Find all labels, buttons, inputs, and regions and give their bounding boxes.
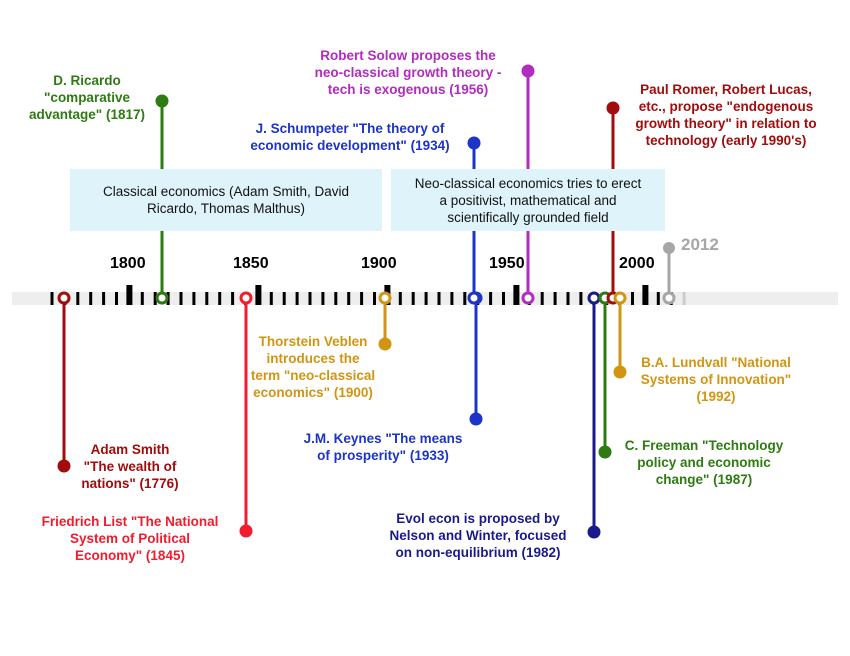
tick-mark bbox=[282, 292, 286, 305]
dot-adam-smith-icon bbox=[57, 459, 71, 473]
dot-list-icon bbox=[239, 524, 253, 538]
tick-mark bbox=[153, 292, 157, 305]
tick-mark bbox=[115, 292, 118, 305]
tick-mark bbox=[295, 292, 299, 305]
tick-mark bbox=[89, 292, 93, 305]
tick-mark bbox=[682, 292, 686, 305]
tick-mark bbox=[321, 292, 325, 305]
event-label-nelson-winter: Evol econ is proposed by Nelson and Wint… bbox=[389, 511, 567, 560]
tick-mark bbox=[450, 292, 454, 305]
tick-mark bbox=[437, 292, 441, 305]
ring-ricardo-icon[interactable] bbox=[155, 291, 169, 305]
event-label-solow: Robert Solow proposes the neo-classical … bbox=[314, 48, 502, 97]
event-label-veblen: Thorstein Veblen introduces the term "ne… bbox=[250, 334, 376, 400]
tick-mark bbox=[140, 292, 144, 305]
tick-mark bbox=[347, 292, 351, 305]
ring-solow-icon[interactable] bbox=[521, 291, 535, 305]
event-label-romer-lucas: Paul Romer, Robert Lucas, etc., propose … bbox=[635, 82, 817, 148]
dot-nelson-winter-icon bbox=[587, 525, 601, 539]
tick-mark bbox=[334, 292, 338, 305]
ring-list-icon[interactable] bbox=[239, 291, 253, 305]
event-label-list: Friedrich List "The National System of P… bbox=[41, 514, 219, 563]
tick-mark bbox=[553, 292, 557, 305]
dot-lundvall-icon bbox=[613, 365, 627, 379]
dot-romer-lucas-icon bbox=[606, 101, 620, 115]
event-label-ricardo: D. Ricardo "comparative advantage" (1817… bbox=[29, 73, 145, 122]
year-label-1850: 1850 bbox=[233, 255, 269, 272]
dot-schumpeter-icon bbox=[467, 136, 481, 150]
tick-mark bbox=[540, 292, 544, 305]
tick-mark bbox=[398, 292, 402, 305]
current-year-label: 2012 bbox=[681, 235, 719, 254]
tick-mark bbox=[255, 285, 262, 305]
ring-2012-icon[interactable] bbox=[662, 291, 676, 305]
tick-mark bbox=[579, 292, 583, 305]
tick-mark bbox=[308, 292, 312, 305]
ring-veblen-icon[interactable] bbox=[378, 291, 392, 305]
tick-mark bbox=[179, 292, 183, 305]
dot-veblen-icon bbox=[378, 337, 392, 351]
tick-mark bbox=[489, 292, 493, 305]
tick-mark bbox=[631, 292, 634, 305]
tick-mark bbox=[76, 292, 80, 305]
event-label-schumpeter: J. Schumpeter "The theory of economic de… bbox=[250, 121, 450, 153]
event-label-freeman: C. Freeman "Technology policy and econom… bbox=[624, 438, 784, 487]
ring-nelson-winter-icon[interactable] bbox=[587, 291, 601, 305]
ring-schumpeter-icon[interactable] bbox=[467, 291, 481, 305]
tick-mark bbox=[424, 292, 428, 305]
year-label-2000: 2000 bbox=[619, 255, 655, 272]
tick-mark bbox=[411, 292, 415, 305]
ring-lundvall-icon[interactable] bbox=[613, 291, 627, 305]
dot-keynes-icon bbox=[469, 412, 483, 426]
tick-mark bbox=[102, 292, 106, 305]
event-label-adam-smith: Adam Smith "The wealth of nations" (1776… bbox=[81, 442, 179, 491]
tick-mark bbox=[269, 292, 273, 305]
era-box-neoclassical: Neo-classical economics tries to erect a… bbox=[391, 169, 665, 231]
tick-mark bbox=[502, 292, 505, 305]
tick-mark bbox=[126, 285, 133, 305]
event-label-keynes: J.M. Keynes "The means of prosperity" (1… bbox=[303, 431, 463, 463]
year-label-1800: 1800 bbox=[110, 255, 146, 272]
ring-adam-smith-icon[interactable] bbox=[57, 291, 71, 305]
dot-2012-icon bbox=[663, 242, 675, 254]
tick-mark bbox=[360, 292, 364, 305]
tick-mark bbox=[218, 292, 222, 305]
tick-mark bbox=[566, 292, 570, 305]
tick-mark bbox=[231, 292, 235, 305]
year-label-1900: 1900 bbox=[361, 255, 397, 272]
dot-ricardo-icon bbox=[155, 94, 169, 108]
tick-mark bbox=[50, 292, 54, 305]
tick-mark bbox=[192, 292, 196, 305]
tick-mark bbox=[656, 292, 660, 305]
dot-freeman-icon bbox=[598, 445, 612, 459]
dot-solow-icon bbox=[521, 64, 535, 78]
tick-mark bbox=[463, 292, 467, 305]
tick-mark bbox=[513, 285, 520, 305]
tick-mark bbox=[373, 292, 376, 305]
tick-mark bbox=[205, 292, 209, 305]
event-label-lundvall: B.A. Lundvall "National Systems of Innov… bbox=[640, 355, 792, 404]
tick-mark bbox=[642, 285, 649, 305]
year-label-1950: 1950 bbox=[489, 255, 525, 272]
era-box-classical: Classical economics (Adam Smith, David R… bbox=[70, 169, 382, 231]
